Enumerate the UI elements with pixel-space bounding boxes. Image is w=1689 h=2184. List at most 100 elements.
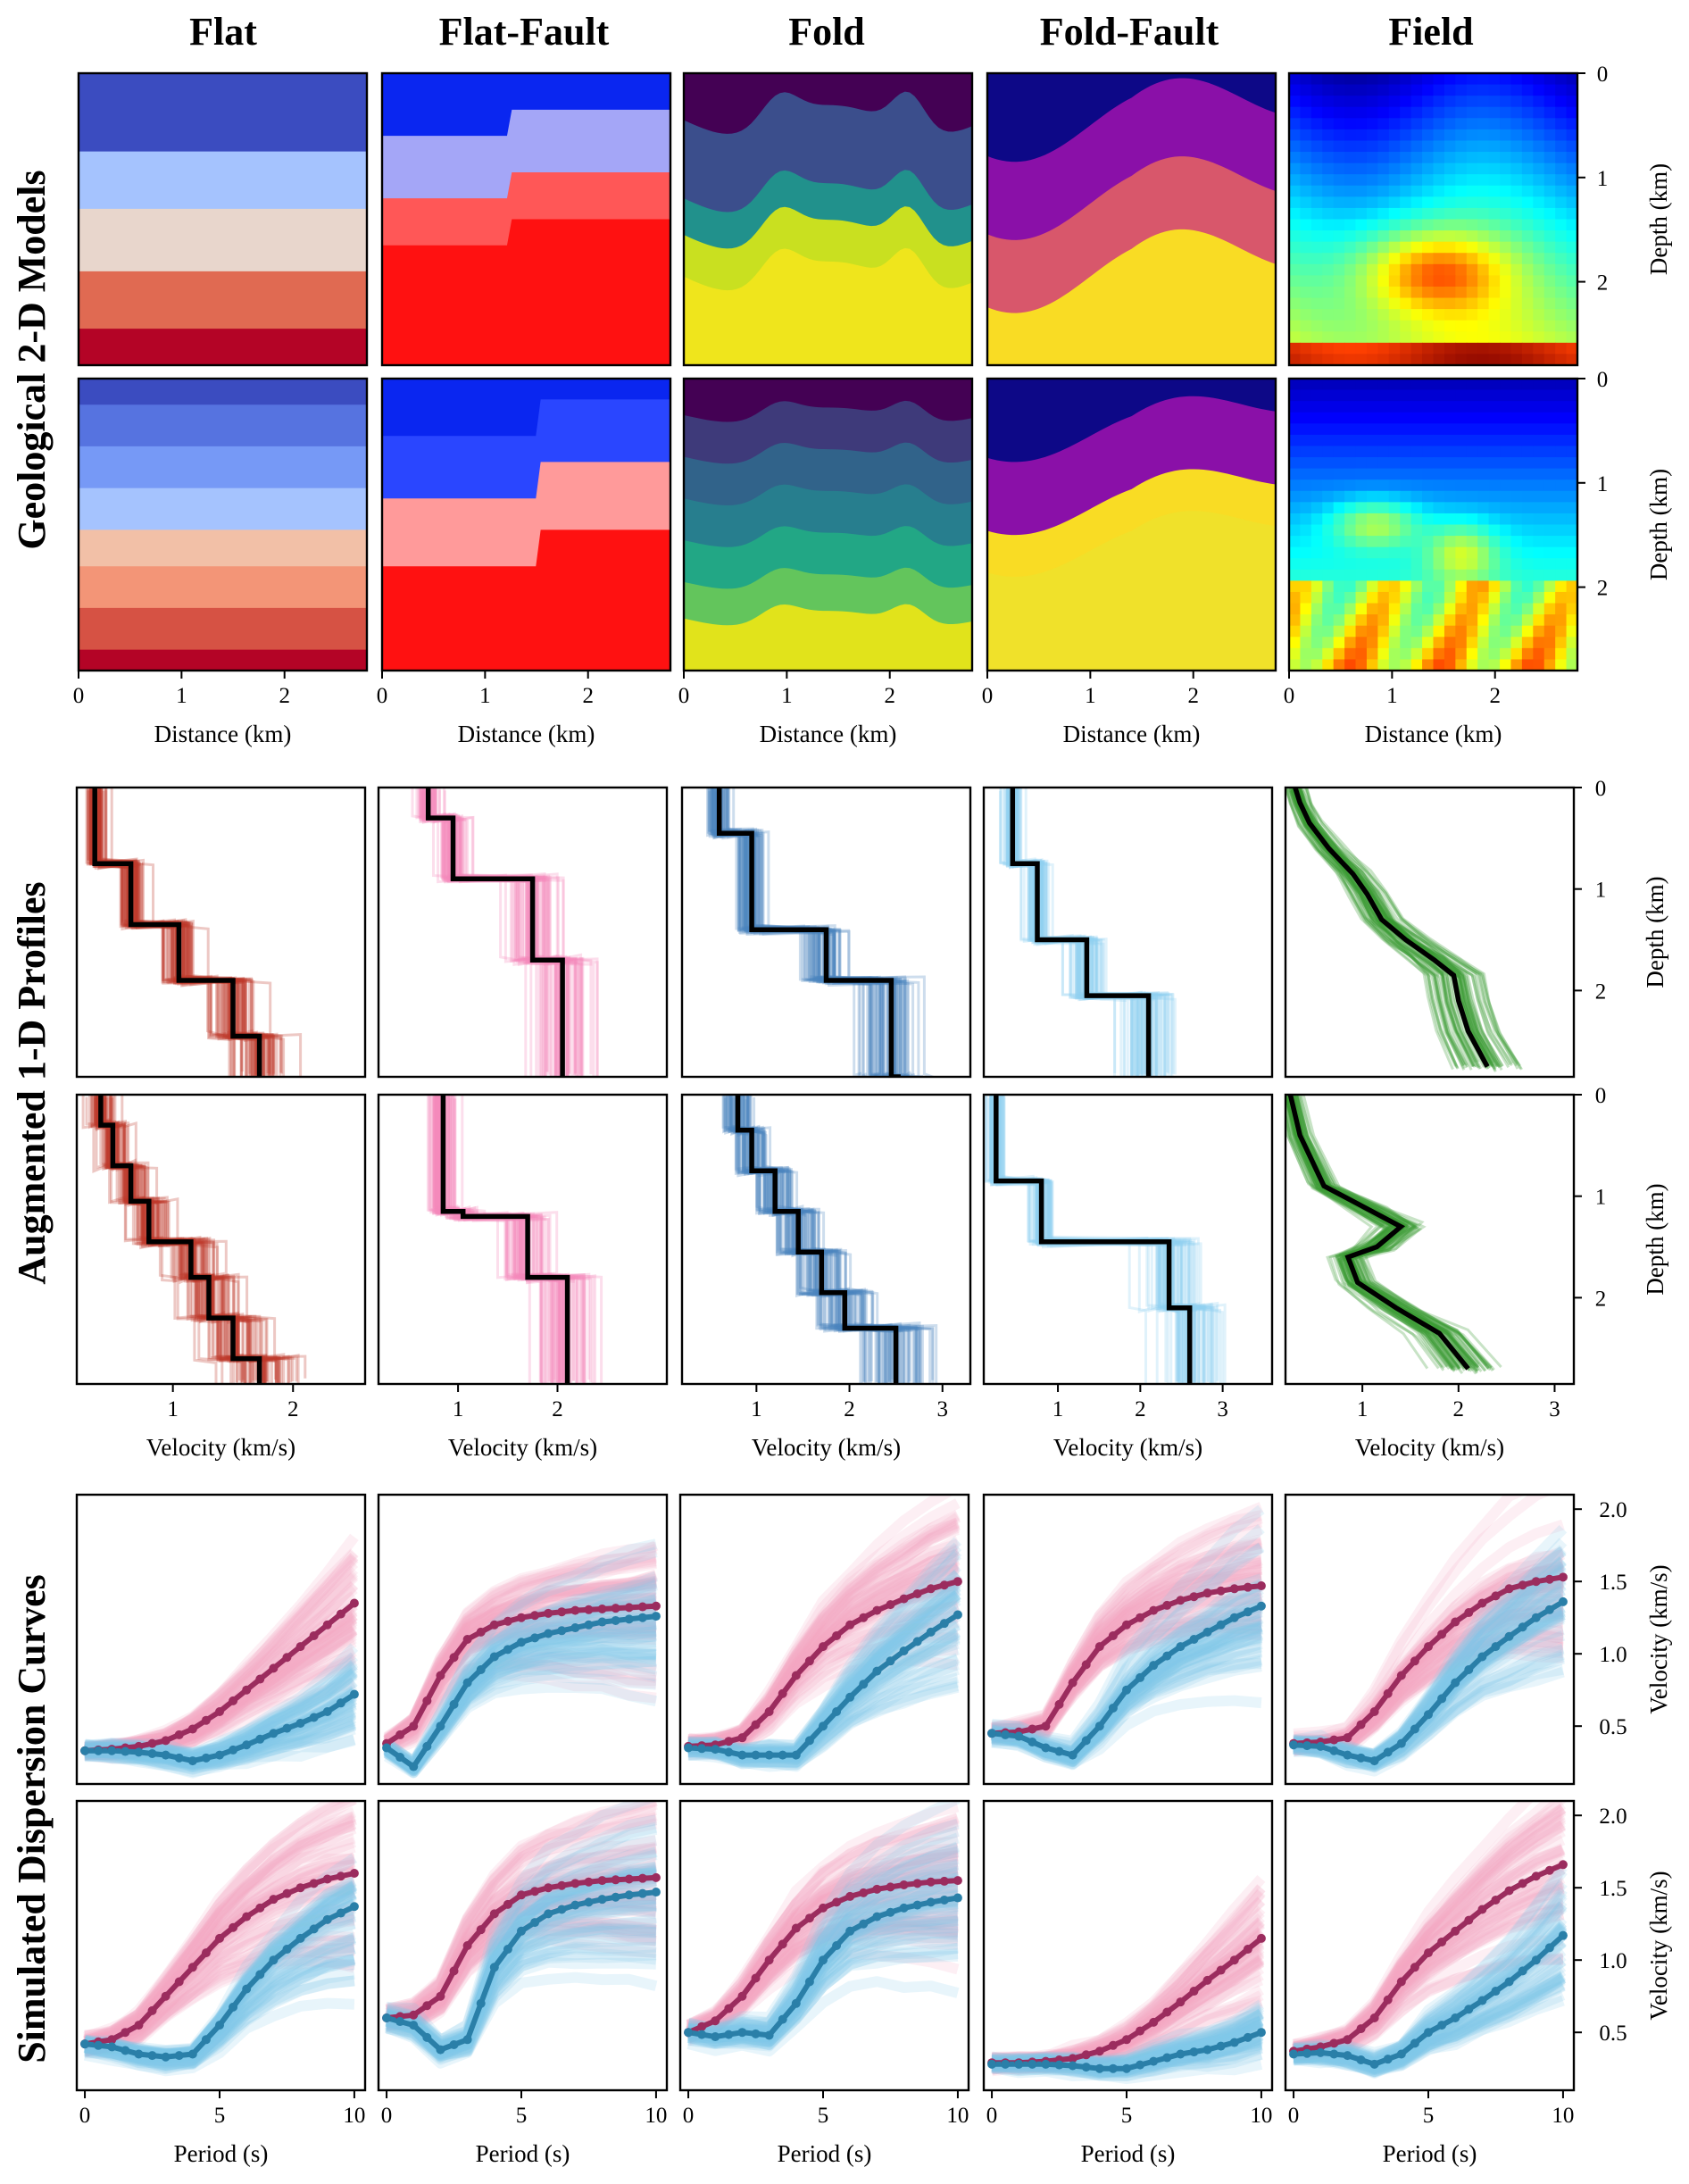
field-cell [1400, 580, 1412, 593]
mean-point [214, 1933, 224, 1943]
phase-velocity-sample [1293, 1902, 1564, 2058]
field-cell [1543, 513, 1556, 526]
mean-point [737, 2028, 747, 2038]
field-cell [1488, 263, 1501, 276]
field-cell [1355, 401, 1368, 413]
field-cell [1543, 490, 1556, 503]
field-cell [1322, 129, 1335, 142]
field-cell [1543, 625, 1556, 638]
augmented-profile [1290, 1095, 1480, 1368]
group-velocity-sample [686, 1914, 959, 2048]
field-cell [1333, 263, 1345, 276]
field-cell [1344, 446, 1357, 458]
field-cell [1543, 580, 1556, 593]
augmented-profile [1285, 1095, 1454, 1369]
phase-velocity-sample [686, 1933, 958, 2046]
phase-velocity-sample [686, 1846, 959, 2033]
field-cell [1366, 647, 1378, 661]
field-cell [1388, 379, 1401, 391]
field-cell [1566, 536, 1577, 548]
field-cell [1555, 342, 1568, 355]
field-cell [1444, 207, 1456, 221]
group-velocity-sample [991, 1579, 1264, 1757]
panel-frame [380, 71, 672, 367]
field-cell [1477, 106, 1490, 119]
field-cell [1377, 140, 1390, 153]
mean-point [107, 2042, 117, 2052]
group-velocity-sample [385, 1846, 657, 2050]
field-cell [1289, 659, 1302, 671]
group-velocity-sample [686, 1859, 960, 2040]
field-cell [1355, 434, 1368, 447]
field-cell [1366, 468, 1378, 480]
mean-point [570, 1623, 580, 1633]
mean-point [1081, 2050, 1091, 2060]
field-cell [1533, 354, 1545, 365]
mean-point [818, 1903, 828, 1913]
mean-point [449, 1966, 459, 1976]
field-cell [1566, 129, 1577, 142]
group-velocity-sample [991, 2048, 1262, 2081]
group-velocity-sample [1293, 1867, 1568, 2058]
field-cell [1455, 129, 1468, 142]
field-cell [1377, 625, 1390, 638]
column-titles: Flat Flat-Fault Fold Fold-Fault Field [189, 10, 1474, 54]
mean-point [229, 1922, 238, 1932]
field-cell [1366, 309, 1378, 321]
field-cell [1310, 73, 1323, 86]
mean-point [1289, 1740, 1299, 1750]
field-cell [1543, 196, 1556, 209]
field-cell [1388, 603, 1401, 615]
mean-point [214, 1707, 224, 1716]
mean-point [651, 1872, 661, 1882]
field-cell [1477, 401, 1490, 413]
mean-point [349, 1902, 359, 1912]
geo-layers [684, 73, 972, 365]
mean-point [1243, 1582, 1252, 1592]
panel-frame [75, 1493, 367, 1786]
field-cell [1344, 263, 1357, 276]
augmented-profile [733, 1096, 880, 1384]
mean-point [161, 2052, 171, 2062]
field-cell [1344, 207, 1357, 221]
augmented-profile [1299, 1096, 1494, 1371]
y-tick-label: 1.5 [1599, 1877, 1627, 1901]
field-cell [1388, 401, 1401, 413]
mean-point [530, 1611, 540, 1621]
group-velocity-sample [686, 1921, 959, 2047]
x-tick-label: 1 [751, 1397, 762, 1421]
field-cell [1566, 502, 1577, 514]
mean-point [1121, 1620, 1131, 1630]
field-cell [1400, 297, 1412, 310]
field-cell [1566, 342, 1577, 355]
field-cell [1300, 625, 1312, 638]
mean-point [295, 1933, 305, 1943]
augmented-profile [1285, 1111, 1456, 1371]
field-cell [1377, 96, 1390, 108]
group-velocity-sample [385, 1935, 656, 2060]
field-cell [1533, 320, 1545, 332]
mean-point [1464, 2005, 1474, 2014]
group-velocity-sample [84, 1876, 357, 2059]
field-cell [1533, 297, 1545, 310]
mean-point [637, 1888, 647, 1898]
field-cell [1566, 513, 1577, 526]
x-tick-label: 3 [1217, 1397, 1228, 1421]
phase-velocity-sample [82, 1812, 356, 2047]
field-cell [1310, 152, 1323, 164]
phase-velocity-sample [992, 1627, 1262, 1745]
field-cell [1500, 603, 1512, 615]
x-tick-label: 0 [73, 684, 85, 708]
mean-point [711, 2016, 720, 2026]
phase-velocity-sample [1292, 1953, 1564, 2063]
mean-point [832, 1941, 842, 1950]
group-velocity-sample [1293, 1525, 1568, 1759]
field-cell [1400, 129, 1412, 142]
field-cell [1377, 591, 1390, 604]
phase-velocity-sample [1291, 1801, 1557, 2054]
field-cell [1289, 129, 1302, 142]
x-tick-label: 1 [781, 684, 793, 708]
field-cell [1444, 502, 1456, 514]
field-cell [1289, 401, 1302, 413]
